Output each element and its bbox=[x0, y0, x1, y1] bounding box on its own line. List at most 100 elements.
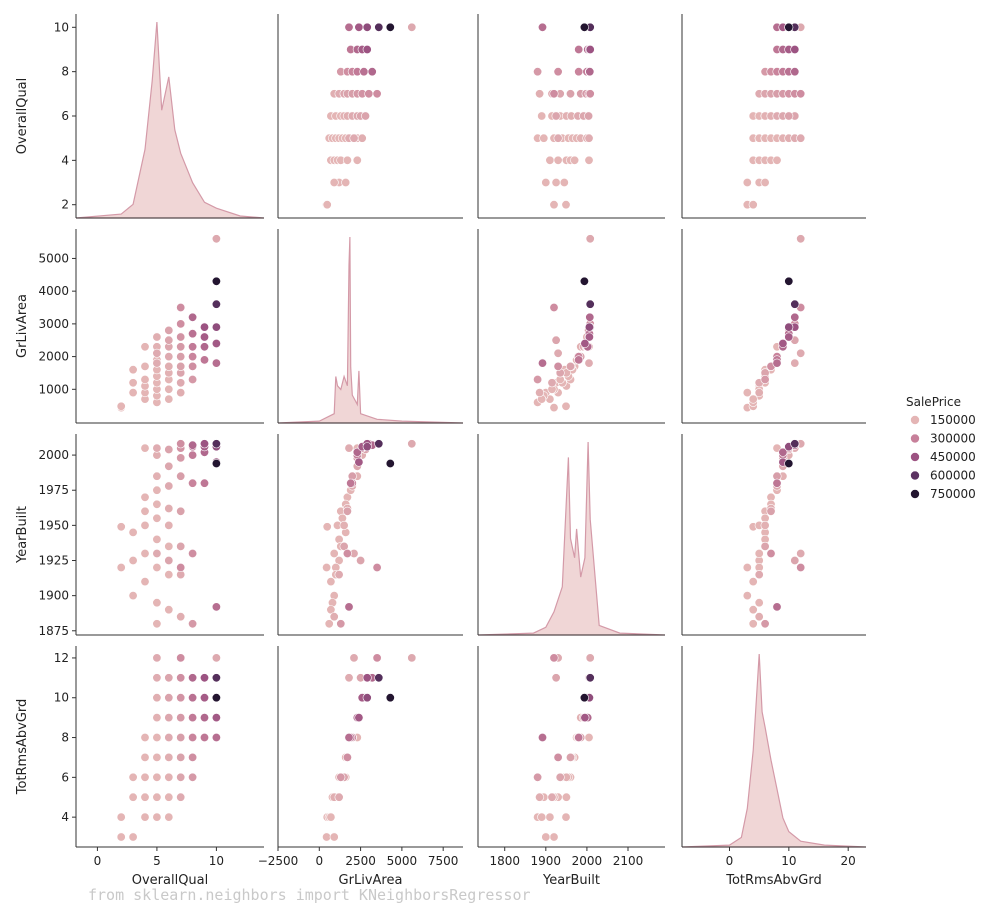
panel-GrLivArea-vs-YearBuilt bbox=[477, 229, 665, 424]
scatter-point bbox=[565, 89, 575, 99]
scatter-point bbox=[152, 673, 162, 683]
scatter-point bbox=[152, 792, 162, 802]
scatter-point bbox=[188, 352, 198, 362]
scatter-point bbox=[533, 374, 543, 384]
y-tick-label: 1975 bbox=[38, 483, 69, 497]
scatter-point bbox=[549, 302, 559, 312]
scatter-point bbox=[164, 792, 174, 802]
scatter-point bbox=[565, 361, 575, 371]
scatter-point bbox=[211, 732, 221, 742]
scatter-point bbox=[128, 378, 138, 388]
scatter-point bbox=[164, 673, 174, 683]
y-tick-label: 1925 bbox=[38, 554, 69, 568]
scatter-point bbox=[188, 329, 198, 339]
legend-entry-label: 750000 bbox=[930, 487, 976, 501]
scatter-point bbox=[790, 358, 800, 368]
scatter-point bbox=[164, 713, 174, 723]
scatter-point bbox=[164, 394, 174, 404]
scatter-point bbox=[200, 355, 210, 365]
scatter-point bbox=[547, 792, 557, 802]
scatter-point bbox=[334, 792, 344, 802]
scatter-point bbox=[164, 461, 174, 471]
scatter-point bbox=[140, 520, 150, 530]
scatter-point bbox=[164, 812, 174, 822]
scatter-point bbox=[584, 332, 594, 342]
scatter-point bbox=[176, 732, 186, 742]
panel-GrLivArea-vs-TotRmsAbvGrd bbox=[681, 229, 866, 424]
scatter-point bbox=[778, 447, 788, 457]
legend: SalePrice 150000 300000 450000 600000 750000 bbox=[906, 395, 976, 501]
scatter-point bbox=[176, 471, 186, 481]
panel-OverallQual-vs-GrLivArea bbox=[277, 14, 463, 219]
scatter-point bbox=[574, 44, 584, 54]
scatter-point bbox=[553, 752, 563, 762]
scatter-point bbox=[549, 832, 559, 842]
scatter-point bbox=[796, 562, 806, 572]
scatter-point bbox=[360, 111, 370, 121]
scatter-point bbox=[354, 713, 364, 723]
scatter-point bbox=[585, 234, 595, 244]
scatter-point bbox=[760, 178, 770, 188]
scatter-point bbox=[537, 111, 547, 121]
scatter-point bbox=[760, 619, 770, 629]
scatter-point bbox=[766, 506, 776, 516]
code-cell-text: from sklearn.neighbors import KNeighbors… bbox=[88, 886, 531, 904]
scatter-point bbox=[322, 522, 332, 532]
x-tick-label: 1900 bbox=[531, 854, 562, 868]
scatter-point bbox=[790, 312, 800, 322]
scatter-point bbox=[164, 520, 174, 530]
scatter-point bbox=[796, 548, 806, 558]
scatter-point bbox=[754, 612, 764, 622]
panel-TotRmsAbvGrd-vs-GrLivArea: −2500 0 2500 5000 7500 GrLivArea bbox=[258, 646, 463, 888]
scatter-point bbox=[574, 732, 584, 742]
scatter-point bbox=[211, 338, 221, 348]
scatter-point bbox=[362, 44, 372, 54]
scatter-point bbox=[164, 555, 174, 565]
scatter-point bbox=[584, 155, 594, 165]
scatter-point bbox=[128, 388, 138, 398]
scatter-point bbox=[329, 832, 339, 842]
scatter-point bbox=[188, 693, 198, 703]
y-tick-label: 4 bbox=[61, 810, 69, 824]
scatter-point bbox=[362, 673, 372, 683]
scatter-point bbox=[549, 89, 559, 99]
scatter-point bbox=[176, 612, 186, 622]
scatter-point bbox=[152, 619, 162, 629]
scatter-point bbox=[176, 352, 186, 362]
scatter-point bbox=[164, 570, 174, 580]
scatter-point bbox=[164, 481, 174, 491]
scatter-point bbox=[188, 342, 198, 352]
scatter-point bbox=[754, 570, 764, 580]
scatter-point bbox=[579, 276, 589, 286]
scatter-point bbox=[140, 492, 150, 502]
scatter-point bbox=[164, 325, 174, 335]
scatter-point bbox=[754, 548, 764, 558]
scatter-point bbox=[549, 653, 559, 663]
scatter-point bbox=[188, 752, 198, 762]
scatter-point bbox=[128, 832, 138, 842]
legend-marker bbox=[910, 470, 920, 481]
scatter-point bbox=[176, 673, 186, 683]
scatter-point bbox=[342, 752, 352, 762]
y-tick-label: 1000 bbox=[38, 382, 69, 396]
scatter-point bbox=[176, 388, 186, 398]
scatter-point bbox=[152, 693, 162, 703]
scatter-point bbox=[200, 732, 210, 742]
x-tick-label: 20 bbox=[841, 854, 856, 868]
scatter-point bbox=[164, 503, 174, 513]
scatter-point bbox=[553, 348, 563, 358]
x-axis-label: YearBuilt bbox=[542, 873, 600, 888]
scatter-point bbox=[152, 653, 162, 663]
scatter-point bbox=[374, 673, 384, 683]
y-tick-label: 2 bbox=[61, 198, 69, 212]
panel-YearBuilt-vs-YearBuilt bbox=[477, 434, 666, 636]
scatter-point bbox=[559, 178, 569, 188]
scatter-point bbox=[152, 358, 162, 368]
scatter-point bbox=[128, 772, 138, 782]
scatter-point bbox=[164, 693, 174, 703]
legend-title: SalePrice bbox=[906, 395, 961, 409]
scatter-point bbox=[176, 332, 186, 342]
scatter-point bbox=[176, 453, 186, 463]
scatter-point bbox=[188, 732, 198, 742]
scatter-point bbox=[344, 673, 354, 683]
